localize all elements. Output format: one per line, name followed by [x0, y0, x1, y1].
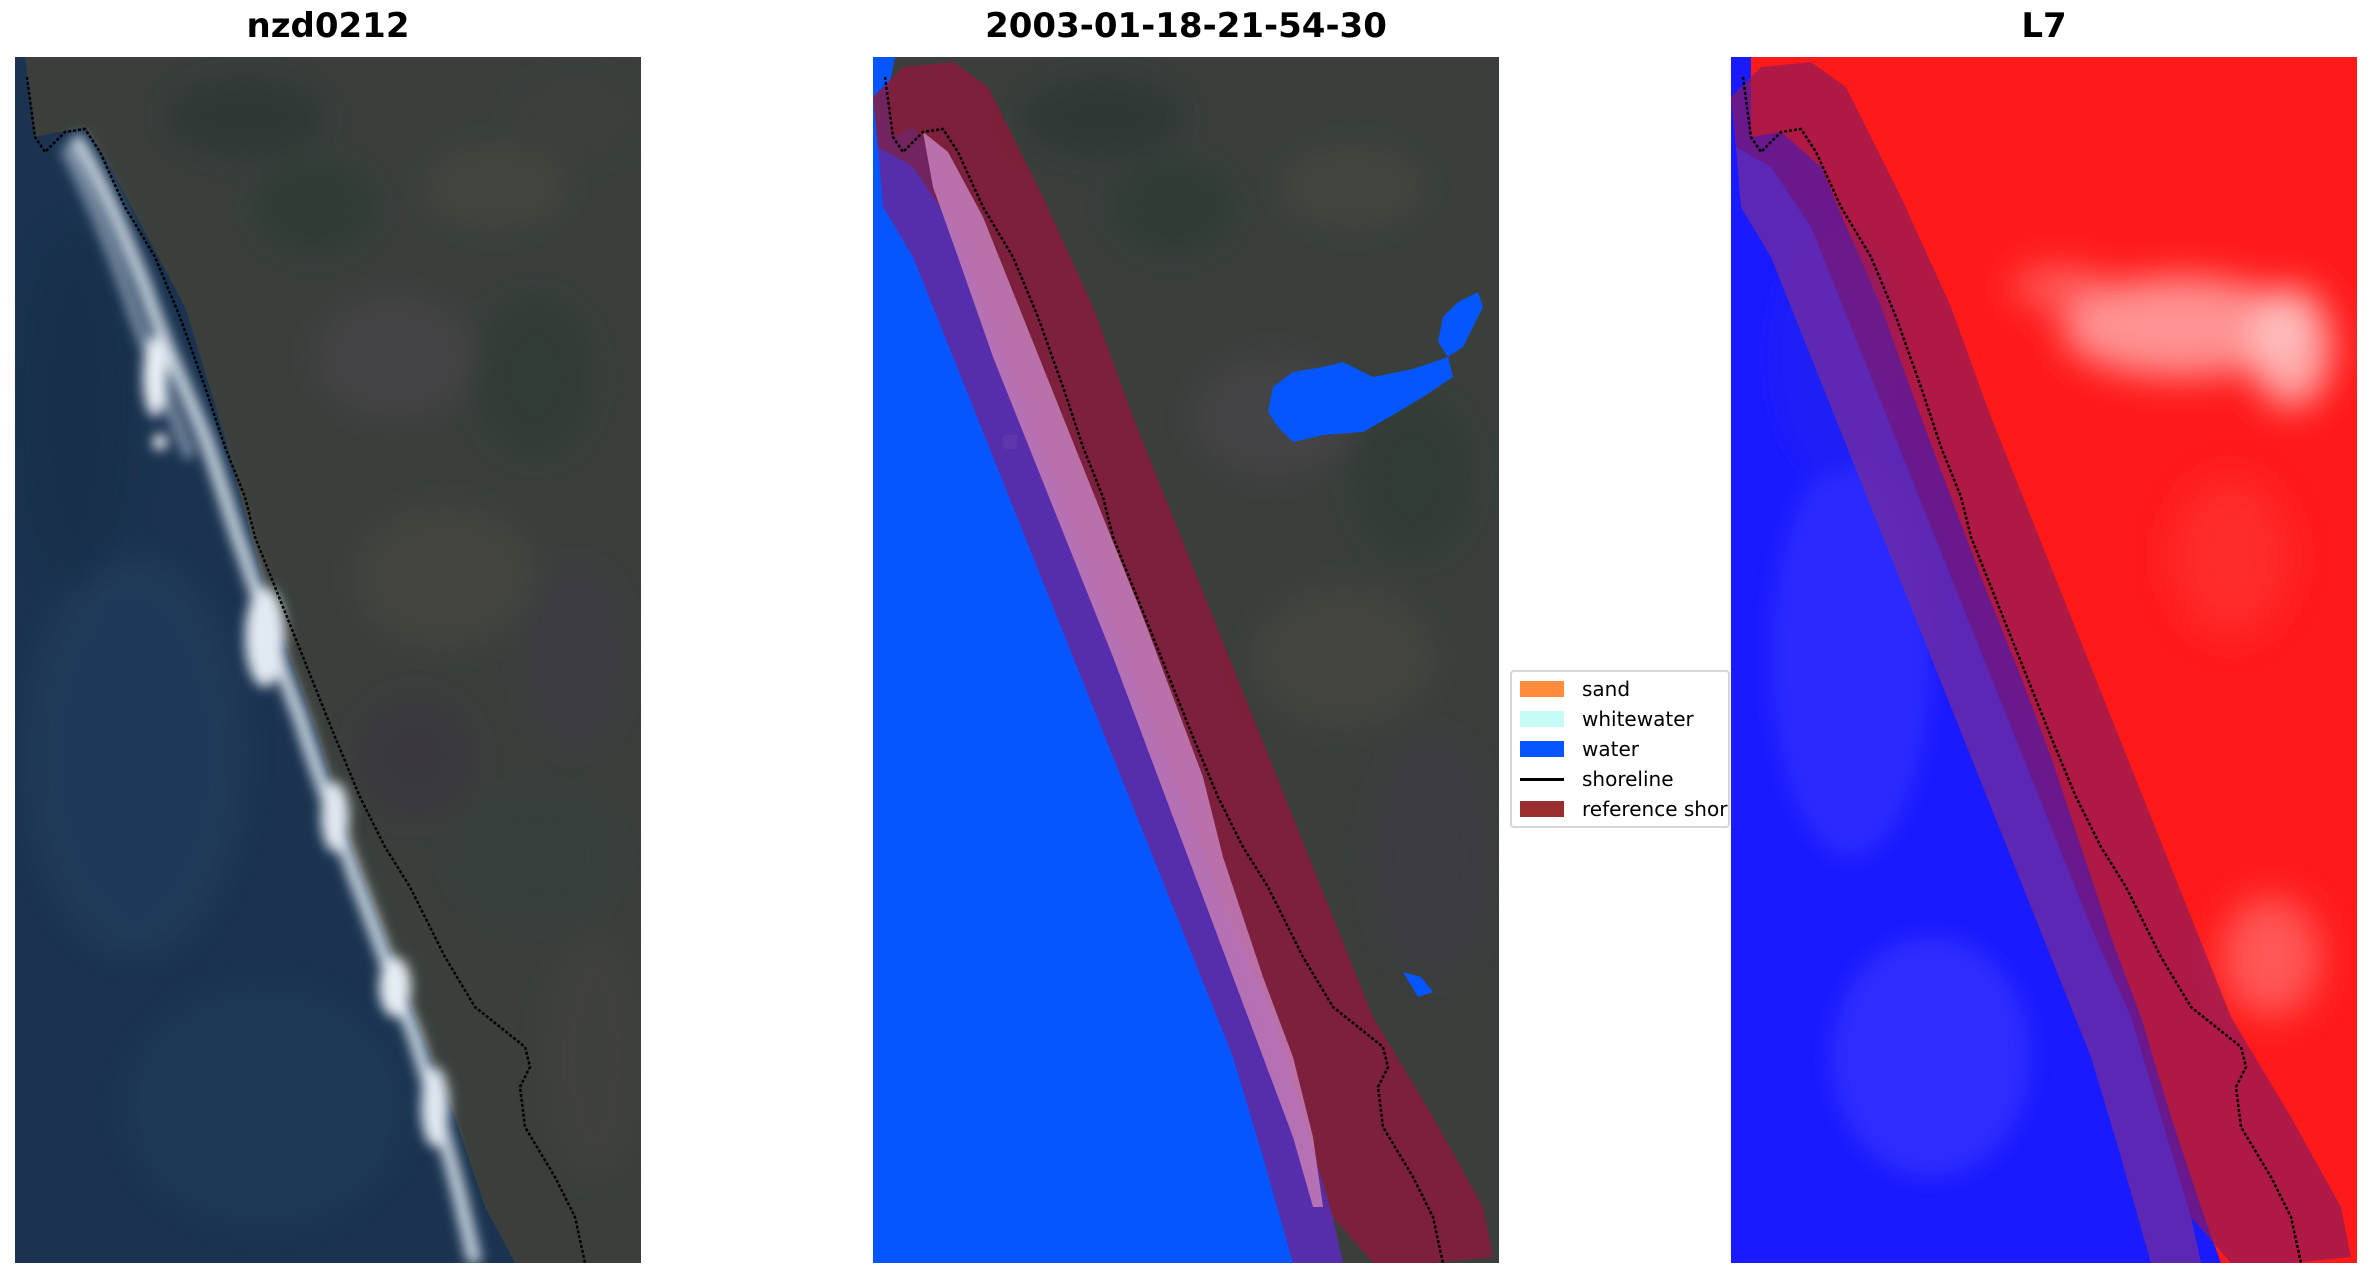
rgb-image	[15, 57, 641, 1263]
rgb-image-panel	[15, 57, 641, 1263]
detected-shoreline	[25, 76, 587, 1263]
legend-label-shoreline: shoreline	[1582, 767, 1674, 791]
reference-shoreline-buffer	[1731, 62, 2351, 1263]
legend-item-shoreline: shoreline	[1520, 767, 1674, 791]
legend-swatch-reference-buffer	[1520, 801, 1564, 817]
legend-line-shoreline	[1520, 777, 1564, 781]
classification-panel	[873, 57, 1499, 1263]
legend-swatch-sand	[1520, 681, 1564, 697]
legend-swatch-whitewater	[1520, 711, 1564, 727]
index-image	[1731, 57, 2357, 1263]
inland-lake	[1268, 357, 1453, 442]
legend-item-water: water	[1520, 737, 1639, 761]
legend-item-whitewater: whitewater	[1520, 707, 1694, 731]
detected-shoreline	[1741, 76, 2303, 1263]
detected-shoreline	[883, 76, 1445, 1263]
legend-item-sand: sand	[1520, 677, 1631, 701]
panel-title-site: nzd0212	[246, 6, 410, 46]
surf-zone	[60, 133, 482, 1263]
legend: sand whitewater water shoreline referenc…	[1510, 670, 1730, 828]
panel-title-date: 2003-01-18-21-54-30	[985, 6, 1387, 46]
legend-label-whitewater: whitewater	[1582, 707, 1694, 731]
l7-index-panel	[1731, 57, 2357, 1263]
legend-label-water: water	[1582, 737, 1639, 761]
panel-title-satellite: L7	[2021, 6, 2067, 46]
land-texture	[165, 77, 641, 1177]
legend-label-reference-buffer: reference shoreline buffer	[1582, 797, 1728, 821]
classified-image	[873, 57, 1499, 1263]
legend-label-sand: sand	[1582, 677, 1631, 701]
legend-item-reference-buffer: reference shoreline buffer	[1520, 797, 1728, 821]
legend-swatch-water	[1520, 741, 1564, 757]
